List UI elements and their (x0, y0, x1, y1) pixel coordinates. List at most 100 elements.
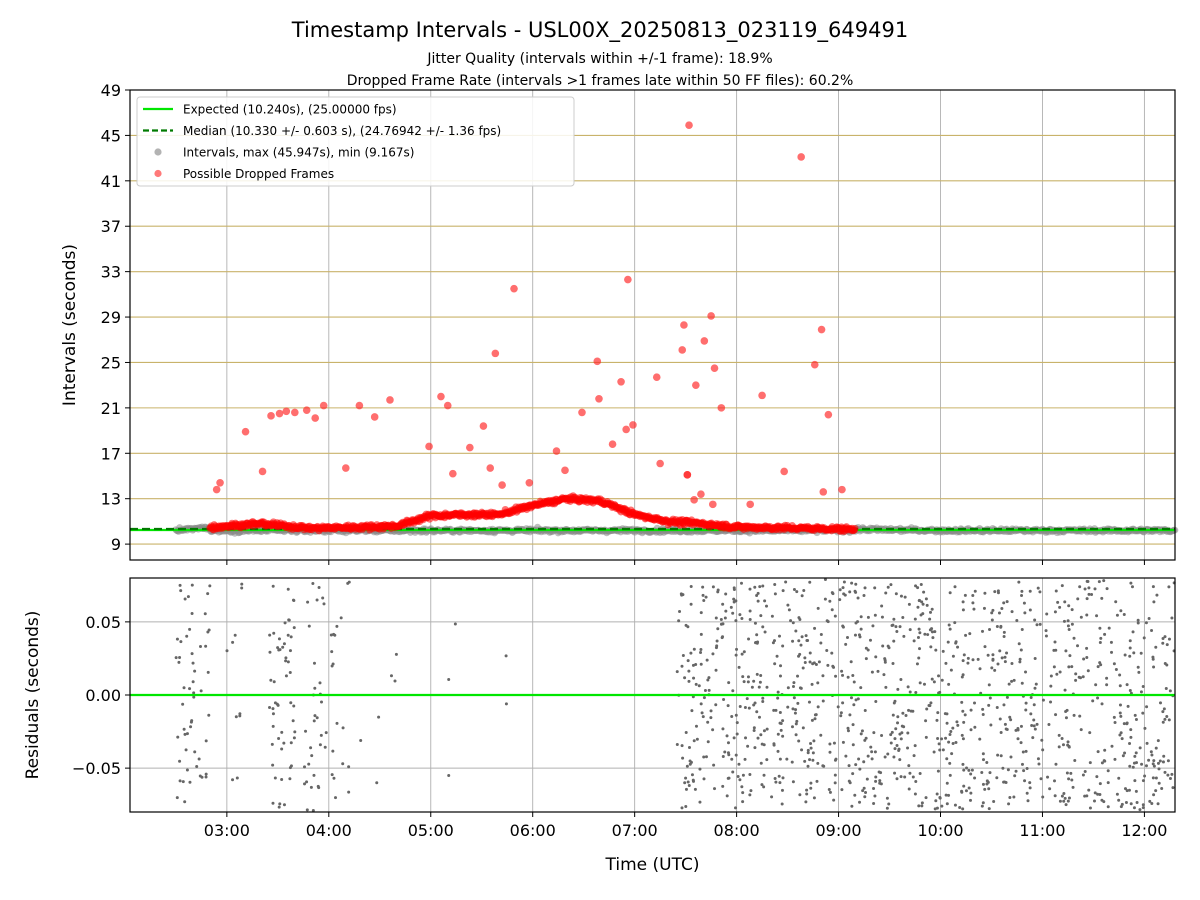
residual-point (827, 788, 831, 792)
residual-point (183, 597, 187, 601)
residual-point (776, 732, 780, 736)
residual-point (1023, 779, 1027, 783)
residual-point (1125, 722, 1129, 726)
residual-point (748, 773, 752, 777)
residual-point (1052, 665, 1056, 669)
residual-point (932, 750, 936, 754)
residual-point (911, 775, 915, 779)
residual-point (866, 615, 870, 619)
residual-point (903, 595, 907, 599)
residual-point (193, 750, 197, 754)
residual-point (908, 771, 912, 775)
residual-point (743, 705, 747, 709)
residual-point (849, 660, 853, 664)
residual-point (778, 674, 782, 678)
residual-point (800, 748, 804, 752)
residual-point (1100, 761, 1104, 765)
residual-point (953, 585, 957, 589)
residual-point (857, 633, 861, 637)
residual-point (746, 680, 750, 684)
residual-point (741, 675, 745, 679)
residual-point (273, 776, 277, 780)
residual-point (925, 707, 929, 711)
residual-point (869, 745, 873, 749)
residual-point (898, 625, 902, 629)
residuals-x-tick-label: 04:00 (306, 821, 352, 840)
residual-point (695, 737, 699, 741)
residual-point (798, 686, 802, 690)
residual-point (195, 765, 199, 769)
residual-point (814, 663, 818, 667)
residual-point (774, 780, 778, 784)
residual-point (690, 709, 694, 713)
residual-point (934, 648, 938, 652)
residual-point (752, 679, 756, 683)
residual-point (1120, 737, 1124, 741)
residual-point (793, 711, 797, 715)
residual-point (841, 740, 845, 744)
residual-point (734, 753, 738, 757)
residual-point (293, 730, 297, 734)
residual-point (1125, 683, 1129, 687)
residual-point (287, 618, 291, 622)
residual-point (204, 644, 208, 648)
residual-point (1123, 653, 1127, 657)
residual-point (1132, 651, 1136, 655)
residual-point (1161, 710, 1165, 714)
residual-point (963, 713, 967, 717)
residual-point (762, 785, 766, 789)
residual-point (856, 596, 860, 600)
residual-point (276, 646, 280, 650)
residual-point (277, 637, 281, 641)
residual-point (324, 731, 328, 735)
residual-point (858, 767, 862, 771)
residual-point (838, 588, 842, 592)
residual-point (1066, 619, 1070, 623)
residual-point (694, 682, 698, 686)
residual-point (938, 796, 942, 800)
residual-point (955, 720, 959, 724)
residual-point (861, 789, 865, 793)
residual-point (1152, 600, 1156, 604)
residual-point (773, 592, 777, 596)
residual-point (762, 773, 766, 777)
residual-point (687, 679, 691, 683)
residual-point (973, 725, 977, 729)
residual-point (907, 764, 911, 768)
residual-point (761, 699, 765, 703)
residual-point (816, 705, 820, 709)
residual-point (746, 675, 750, 679)
residual-point (833, 758, 837, 762)
residual-point (330, 773, 334, 777)
residual-point (854, 698, 858, 702)
residual-point (735, 721, 739, 725)
dropped-frame-outlier (437, 392, 445, 401)
dropped-frame-outlier (685, 121, 693, 129)
residual-point (1046, 775, 1050, 779)
residual-point (790, 760, 794, 764)
residual-point (1128, 742, 1132, 746)
residual-point (870, 670, 874, 674)
residual-point (919, 583, 923, 587)
dropped-frame-outlier (629, 421, 637, 429)
residual-point (844, 642, 848, 646)
residual-point (969, 708, 973, 712)
residual-point (964, 789, 968, 793)
residual-point (997, 611, 1001, 615)
residual-point (956, 645, 960, 649)
residual-point (709, 716, 713, 720)
residual-point (778, 781, 782, 785)
residual-point (892, 617, 896, 621)
residual-point (1117, 776, 1121, 780)
residual-point (1081, 675, 1085, 679)
residual-point (737, 665, 741, 669)
residual-point (1031, 736, 1035, 740)
residual-point (1113, 757, 1117, 761)
residual-point (1154, 776, 1158, 780)
residual-point (759, 733, 763, 737)
residual-point (876, 669, 880, 673)
residual-point (739, 581, 743, 585)
residual-point (1041, 748, 1045, 752)
residual-point (962, 653, 966, 657)
residual-point (702, 755, 706, 759)
